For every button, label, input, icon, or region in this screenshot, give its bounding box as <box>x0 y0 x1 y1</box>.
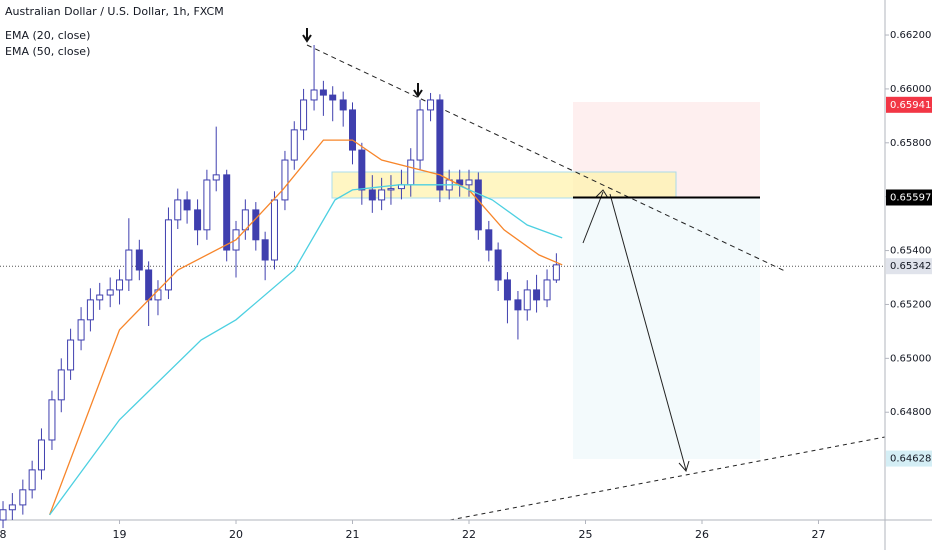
arrow <box>582 189 609 244</box>
candle-body <box>416 109 424 161</box>
candle-body <box>174 199 182 221</box>
candle-body <box>290 129 298 161</box>
x-tick-label: 27 <box>811 528 825 541</box>
candle-body <box>57 369 65 401</box>
candle-body <box>19 489 27 506</box>
candle-body <box>37 439 45 471</box>
resistance-box <box>331 171 677 199</box>
target-zone <box>573 197 760 459</box>
y-tick-label: 0.66200 <box>890 30 931 41</box>
candle-body <box>252 209 260 241</box>
candle-body <box>533 289 541 301</box>
price-tag <box>886 450 932 467</box>
price-tag-label: 0.64628 <box>890 454 931 465</box>
candle-body <box>281 159 289 201</box>
candle-body <box>0 509 7 521</box>
candle-body <box>28 469 36 491</box>
candle-body <box>212 174 220 181</box>
candle-body <box>494 249 502 281</box>
candle-body <box>436 99 444 191</box>
candle-body <box>96 294 104 301</box>
candle-body <box>543 279 551 301</box>
ema-line <box>49 184 563 516</box>
candle-body <box>552 264 560 281</box>
candle-body <box>474 179 482 231</box>
candle-body <box>125 249 133 281</box>
x-tick-label: 8 <box>0 528 7 541</box>
candle-body <box>154 289 162 301</box>
candle-body <box>339 99 347 111</box>
candle-body <box>203 179 211 231</box>
candle-body <box>300 99 308 131</box>
x-tick-label: 26 <box>695 528 709 541</box>
candle-body <box>407 159 415 186</box>
candle-body <box>67 339 75 371</box>
candle-body <box>164 219 172 291</box>
candle-body <box>8 504 16 511</box>
candle-body <box>503 279 511 301</box>
candle-body <box>106 289 114 296</box>
candle-body <box>465 179 473 186</box>
candle-body <box>223 174 231 251</box>
candle-body <box>319 89 327 96</box>
legend: Australian Dollar / U.S. Dollar, 1h, FXC… <box>5 5 224 58</box>
x-tick-label: 25 <box>578 528 592 541</box>
candle-body <box>485 229 493 251</box>
y-tick-label: 0.64800 <box>890 407 931 418</box>
candle-body <box>368 189 376 201</box>
price-tag-label: 0.65597 <box>890 192 931 203</box>
candle-body <box>329 94 337 101</box>
drawings <box>302 28 886 521</box>
trend-line <box>449 436 886 521</box>
candle-body <box>387 188 395 191</box>
candle-body <box>378 189 386 201</box>
candle-body <box>183 199 191 211</box>
price-tag <box>886 258 932 275</box>
y-tick-label: 0.65000 <box>890 353 931 364</box>
arrow <box>609 193 690 473</box>
marker-arrow <box>302 28 312 43</box>
candle-body <box>145 269 153 301</box>
x-tick-label: 22 <box>462 528 476 541</box>
price-tag-label: 0.65941 <box>890 100 931 111</box>
chart-title: Australian Dollar / U.S. Dollar, 1h, FXC… <box>5 5 224 18</box>
candle-body <box>270 199 278 261</box>
price-tag-label: 0.65342 <box>890 261 931 272</box>
candle-body <box>261 239 269 261</box>
legend-entry: EMA (20, close) <box>5 29 90 42</box>
candle-body <box>349 109 357 151</box>
y-tick-label: 0.66000 <box>890 84 931 95</box>
x-tick-label: 19 <box>113 528 127 541</box>
candle-body <box>427 99 435 111</box>
candle-body <box>358 149 366 191</box>
trend-line <box>306 44 788 273</box>
y-tick-label: 0.65200 <box>890 299 931 310</box>
x-tick-label: 20 <box>229 528 243 541</box>
candle-body <box>135 249 143 271</box>
ema-line <box>48 139 563 516</box>
y-tick-label: 0.65800 <box>890 138 931 149</box>
candle-body <box>86 299 94 321</box>
candle-body <box>77 319 85 341</box>
candle-body <box>116 279 124 291</box>
candle-body <box>48 399 56 441</box>
x-tick-label: 21 <box>346 528 360 541</box>
candle-body <box>310 89 318 101</box>
candle-body <box>194 209 202 231</box>
candle-body <box>514 299 522 311</box>
price-tag <box>886 96 932 113</box>
y-tick-label: 0.65400 <box>890 246 931 257</box>
legend-entry: EMA (50, close) <box>5 45 90 58</box>
marker-arrow <box>413 83 423 98</box>
candle-body <box>523 289 531 311</box>
price-tag <box>886 189 932 206</box>
